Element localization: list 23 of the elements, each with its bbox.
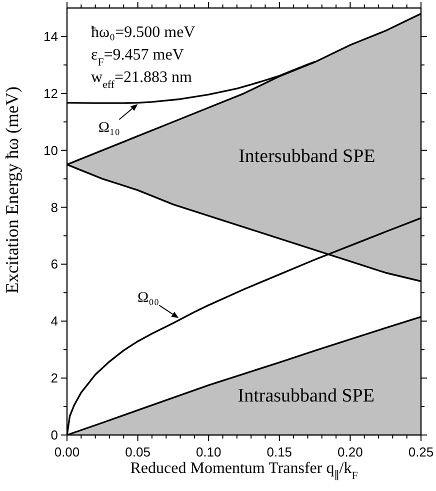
annotation: ħω₀=9.500 meV [91, 24, 196, 41]
x-tick-label: 0.25 [408, 444, 434, 460]
y-tick-label: 6 [50, 256, 58, 272]
annotation: w$_{eff}$=21.883 nm [91, 69, 192, 91]
y-tick-label: 12 [44, 86, 58, 101]
y-tick-label: 14 [44, 28, 58, 44]
y-tick-label: 10 [44, 142, 58, 158]
annotation: Ω₁₀ [98, 120, 120, 136]
x-tick-label: 0.00 [54, 444, 80, 460]
y-tick-label: 0 [50, 428, 58, 442]
annotation: ε$_{F}$=9.457 meV [91, 46, 184, 68]
y-tick-label: 8 [50, 200, 58, 215]
x-tick-label: 0.15 [266, 444, 292, 460]
y-tick-label: 2 [50, 370, 58, 386]
series-label: Intrasubband SPE [238, 384, 374, 406]
y-axis-title: Excitation Energy ħω (meV) [2, 86, 22, 294]
x-axis-title: Reduced Momentum Transfer q$_{∥}$/k$_{F}$ [130, 460, 358, 482]
x-tick-label: 0.10 [196, 444, 222, 460]
x-tick-label: 0.20 [338, 444, 363, 460]
x-tick-label: 0.05 [125, 444, 150, 460]
annotation: Ω₀₀ [137, 290, 160, 306]
y-tick-label: 4 [50, 314, 58, 329]
text: Intersubband SPE [238, 145, 376, 166]
